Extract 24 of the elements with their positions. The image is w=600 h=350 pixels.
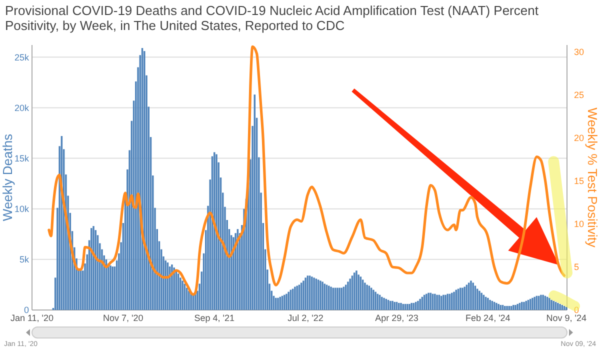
y-tick-label: 15k [14, 153, 30, 164]
y2-tick-label: 15 [574, 176, 584, 186]
line-series [48, 45, 566, 296]
x-tick-label: Nov 9, '24 [546, 313, 587, 323]
chart-title: Provisional COVID-19 Deaths and COVID-19 Nucleic Acid Amplification Test (NAAT) Percent Positivity, by Week, in The United States, Reported to CDC [5, 3, 539, 33]
x-tick-label: Jul 2, '22 [288, 313, 324, 323]
y2-axis-title: Weekly % Test Positivity [585, 108, 600, 248]
y2-tick-label: 30 [574, 47, 584, 58]
x-tick-label: Jan 11, '20 [10, 313, 54, 323]
y2-tick-label: 10 [574, 219, 584, 230]
x-tick-label: Sep 4, '21 [194, 313, 234, 323]
x-tick-label: Nov 7, '20 [103, 313, 144, 323]
y-tick-label: 0 [24, 305, 29, 316]
x-tick-label: Apr 29, '23 [375, 313, 418, 323]
x-tick-label: Feb 24, '24 [466, 313, 510, 323]
y-tick-label: 25k [14, 52, 30, 62]
y-tick-label: 5k [19, 254, 30, 265]
y-tick-label: 20k [14, 102, 30, 113]
y-tick-label: 10k [14, 204, 30, 214]
y2-tick-label: 0 [574, 305, 580, 316]
y2-tick-label: 20 [574, 133, 584, 144]
y2-tick-label: 25 [574, 90, 584, 100]
y-axis-title: Weekly Deaths [0, 133, 15, 222]
y2-tick-label: 5 [574, 262, 580, 272]
